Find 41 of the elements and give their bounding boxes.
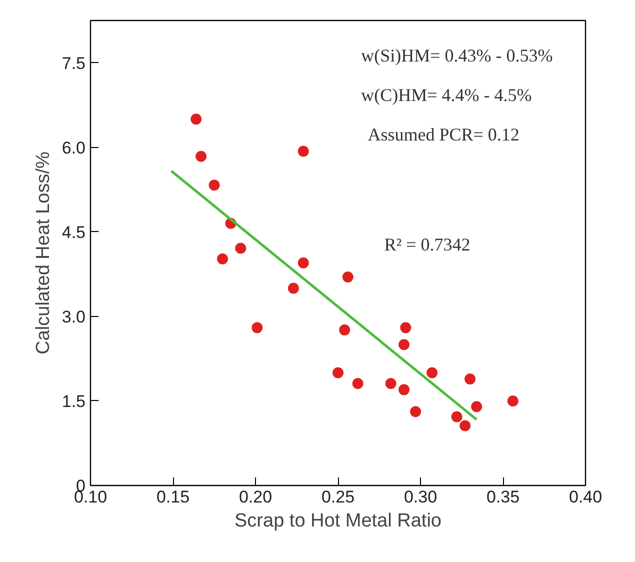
point	[252, 322, 263, 334]
x-tick-label: 0.15	[156, 488, 190, 506]
point	[426, 367, 438, 378]
point	[460, 420, 471, 432]
point	[352, 378, 364, 389]
x-axis-title: Scrap to Hot Metal Ratio	[234, 510, 442, 532]
x-tick-label: 0.40	[568, 488, 602, 506]
annotation: w(Si)HM= 0.43% - 0.53%	[361, 46, 553, 66]
point	[217, 253, 228, 264]
x-tick-label: 0.25	[321, 488, 355, 506]
point	[332, 367, 344, 378]
point	[507, 395, 518, 406]
point	[288, 282, 299, 294]
point	[342, 271, 354, 282]
y-tick-label: 4.5	[62, 222, 86, 242]
point	[298, 146, 309, 157]
y-tick-label: 7.5	[62, 54, 86, 73]
x-tick-label: 0.30	[404, 488, 438, 506]
point	[298, 257, 309, 268]
point	[451, 411, 462, 422]
point	[190, 114, 202, 125]
point	[398, 384, 410, 396]
y-tick-label: 6.0	[62, 138, 86, 158]
point	[208, 180, 220, 191]
point	[410, 406, 422, 418]
y-tick-label: 3.0	[62, 307, 86, 326]
point	[464, 373, 476, 384]
point	[235, 242, 246, 254]
point	[400, 322, 412, 334]
y-tick-label: 1.5	[62, 392, 86, 411]
point	[398, 339, 410, 350]
x-tick-label: 0.35	[486, 488, 520, 506]
y-axis-title: Calculated Heat Loss/%	[32, 152, 54, 354]
point	[471, 401, 482, 412]
point	[339, 324, 350, 336]
annotation: Assumed PCR= 0.12	[368, 124, 520, 144]
annotation: R² = 0.7342	[384, 234, 470, 254]
point	[196, 150, 207, 162]
annotation: w(C)HM= 4.4% - 4.5%	[361, 85, 532, 106]
x-tick-label: 0.20	[238, 488, 272, 506]
point	[385, 378, 396, 389]
